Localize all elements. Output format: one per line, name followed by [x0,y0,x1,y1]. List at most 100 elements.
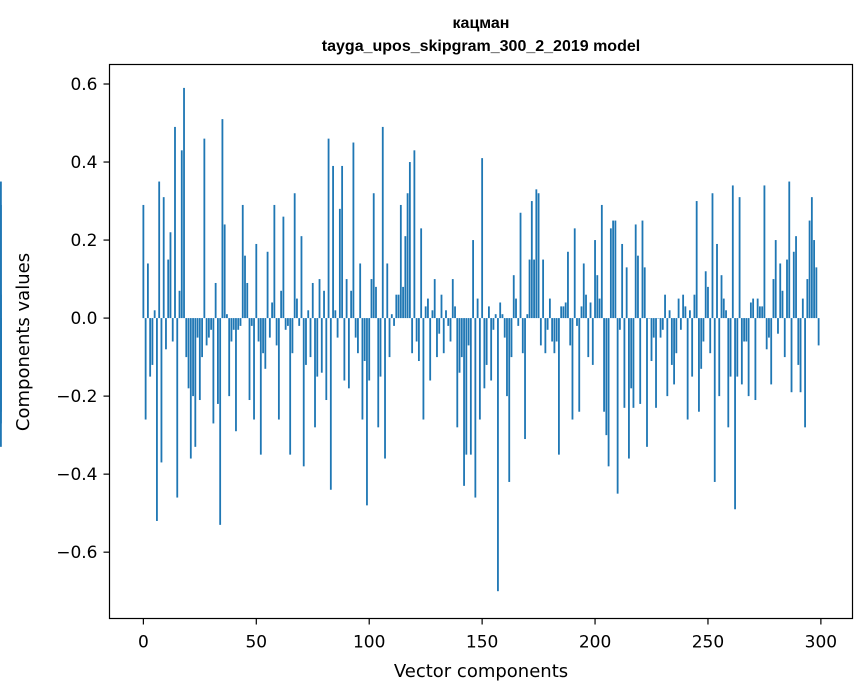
bar-266 [743,318,746,342]
bar-14 [174,126,176,319]
bar-254 [716,243,718,319]
bar-214 [625,267,628,319]
bar-110 [390,314,393,319]
bar-223 [646,318,648,447]
bar-135 [447,318,450,326]
bar-45 [244,255,246,319]
bar-226 [652,318,655,338]
bar-39 [230,318,233,342]
bar-157 [497,318,499,592]
bar-145 [469,318,472,455]
bar-56 [268,318,271,338]
bar-80 [323,290,325,319]
bar-245 [695,201,698,319]
bar-146 [472,240,474,319]
bar-46 [246,282,249,319]
bar-65 [289,318,292,455]
bar-176 [539,318,542,346]
bar-270 [752,298,755,319]
bar-undefined [0,318,2,447]
bar-281 [777,318,779,334]
bar-123 [420,228,423,319]
bar-113 [397,294,400,319]
bar-9 [162,197,165,319]
y-tick-label: −0.6 [56,543,97,563]
bar-0 [142,204,145,319]
bar-227 [655,318,657,408]
bar-173 [533,259,535,319]
chart-title: кацман [453,15,510,32]
bar-186 [562,306,565,319]
bar-238 [679,318,682,330]
bar-296 [810,197,813,319]
bar-51 [257,318,260,342]
bar-150 [481,158,484,319]
bar-134 [445,310,447,319]
bar-251 [709,318,712,354]
bar-169 [524,318,526,440]
bar-151 [483,318,486,389]
bar-250 [707,286,709,319]
bar-262 [734,318,736,510]
bar-195 [582,263,585,319]
bar-75 [311,282,314,319]
x-tick-label: 300 [805,633,837,653]
bar-280 [774,240,777,319]
x-tick-label: 250 [692,633,724,653]
bar-282 [779,263,782,319]
bar-264 [738,197,741,319]
bar-287 [790,318,793,393]
bar-261 [731,185,734,319]
bar-69 [298,318,301,326]
bar-198 [589,302,592,319]
bar-24 [196,318,199,338]
bar-72 [305,318,307,365]
bar-6 [156,318,158,521]
bar-62 [282,216,285,319]
bar-8 [160,318,163,463]
bar-26 [201,318,203,358]
bar-106 [381,126,384,319]
bar-7 [158,181,161,319]
bar-255 [718,318,721,397]
bar-278 [770,318,773,385]
bar-121 [415,318,418,342]
bar-167 [519,212,522,319]
bar-143 [465,318,468,455]
bar-54 [264,318,267,369]
bar-256 [720,275,723,319]
bar-36 [223,224,226,319]
bar-241 [686,318,689,420]
bar-293 [804,318,806,428]
bar-204 [603,318,605,412]
bar-289 [795,236,797,319]
bar-203 [600,204,603,319]
bar-181 [551,318,554,342]
y-axis-ticks: 0.6 0.4 0.2 0.0 −0.2 −0.4 −0.6 [56,75,110,563]
bar-103 [375,286,377,319]
bar-285 [786,259,788,319]
bar-295 [808,220,811,319]
bar-187 [564,302,567,319]
bar-149 [478,318,481,420]
bar-77 [316,318,319,377]
bar-70 [300,236,303,319]
bar-172 [530,201,533,319]
bar-175 [537,193,540,319]
bar-55 [266,251,269,319]
bar-197 [587,318,590,358]
bar-140 [458,318,461,373]
bar-64 [287,318,289,326]
y-tick-label: 0.4 [70,153,97,173]
bar-248 [702,318,705,342]
bar-160 [503,318,506,338]
bar-108 [386,263,389,319]
bar-85 [334,310,337,319]
bar-155 [492,318,495,330]
bar-249 [704,271,707,319]
bar-178 [544,318,547,354]
bar-242 [688,310,691,319]
bar-117 [406,193,409,319]
y-tick-label: 0.0 [70,309,97,329]
